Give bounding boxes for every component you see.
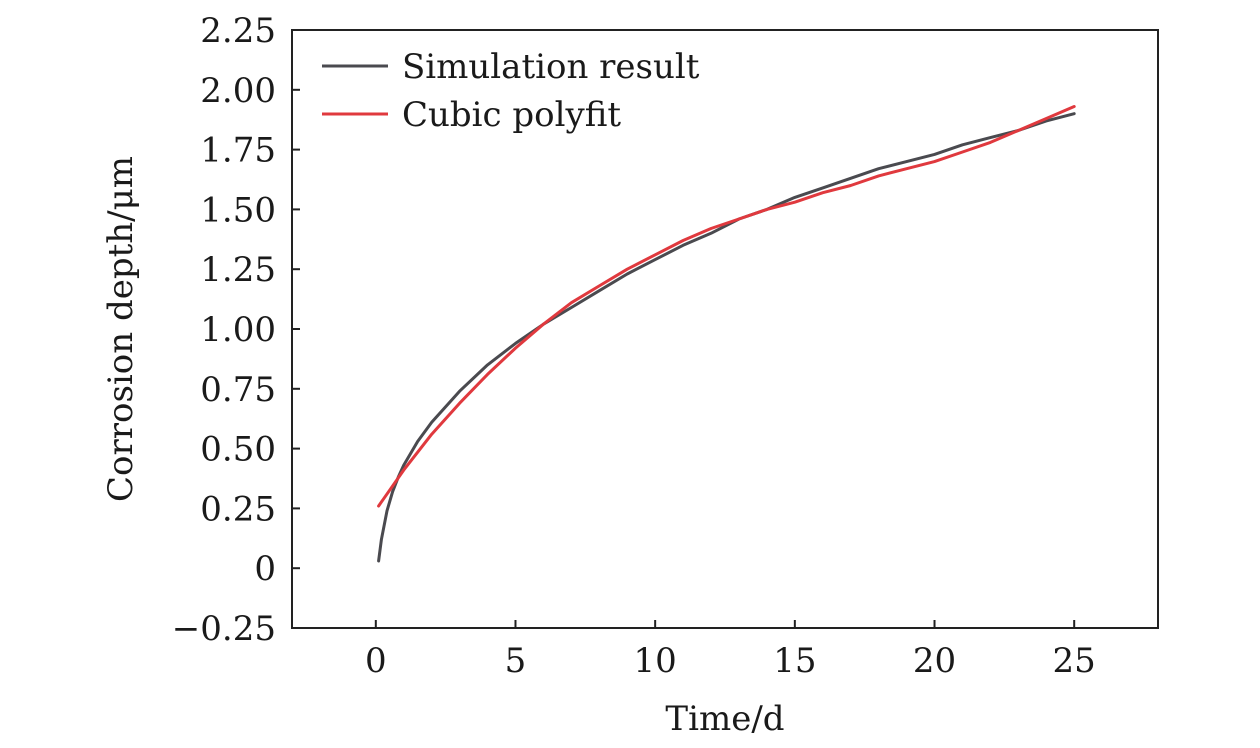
y-tick-label: 0.75 bbox=[200, 370, 276, 410]
x-tick-label: 15 bbox=[773, 641, 816, 681]
y-axis: −0.25 0 0.25 0.50 0.75 1.00 1.25 1.50 1.75 2.00 2.… bbox=[172, 11, 300, 649]
y-tick-label: 2.00 bbox=[200, 71, 276, 111]
x-axis-title: Time/d bbox=[665, 699, 784, 739]
y-tick-label: 0.50 bbox=[200, 430, 276, 470]
x-tick-label: 25 bbox=[1053, 641, 1096, 681]
x-axis: 0 5 10 15 20 25 bbox=[365, 620, 1096, 681]
legend: Simulation result Cubic polyfit bbox=[322, 47, 700, 135]
y-tick-label: 2.25 bbox=[200, 11, 276, 51]
x-tick-label: 20 bbox=[913, 641, 956, 681]
y-tick-label: 1.75 bbox=[200, 131, 276, 171]
y-tick-label: 1.25 bbox=[200, 250, 276, 290]
series-line-2 bbox=[377, 105, 1076, 508]
y-tick-label: −0.25 bbox=[172, 609, 276, 649]
series-line-1 bbox=[377, 112, 1076, 563]
x-tick-label: 0 bbox=[365, 641, 387, 681]
x-tick-label: 10 bbox=[634, 641, 677, 681]
y-tick-label: 1.00 bbox=[200, 310, 276, 350]
y-tick-label: 1.50 bbox=[200, 190, 276, 230]
legend-label-1: Simulation result bbox=[402, 47, 700, 87]
y-tick-label: 0.25 bbox=[200, 489, 276, 529]
legend-label-2: Cubic polyfit bbox=[402, 95, 621, 135]
series-layer bbox=[377, 105, 1076, 563]
x-tick-label: 5 bbox=[505, 641, 527, 681]
y-axis-title: Corrosion depth/μm bbox=[101, 156, 141, 502]
y-tick-label: 0 bbox=[254, 549, 276, 589]
